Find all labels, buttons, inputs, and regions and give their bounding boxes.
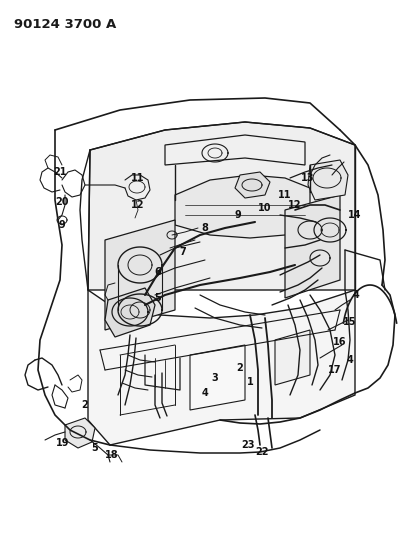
Text: 12: 12	[288, 200, 302, 210]
Text: 22: 22	[255, 447, 269, 457]
Text: 5: 5	[91, 443, 98, 453]
Text: 2: 2	[237, 363, 243, 373]
Text: 9: 9	[235, 210, 241, 220]
Text: 4: 4	[202, 388, 208, 398]
Text: 21: 21	[53, 167, 67, 177]
Polygon shape	[105, 220, 175, 330]
Text: 13: 13	[301, 173, 315, 183]
Text: 14: 14	[348, 210, 362, 220]
Polygon shape	[190, 345, 245, 410]
Text: 5: 5	[155, 293, 161, 303]
Text: 11: 11	[278, 190, 292, 200]
Polygon shape	[88, 290, 355, 445]
Text: 12: 12	[131, 200, 145, 210]
Text: 6: 6	[155, 267, 161, 277]
Text: 90124 3700 A: 90124 3700 A	[14, 18, 116, 31]
Text: 8: 8	[202, 223, 208, 233]
Text: 2: 2	[82, 400, 88, 410]
Polygon shape	[105, 288, 155, 337]
Polygon shape	[175, 175, 310, 238]
Text: 4: 4	[353, 290, 359, 300]
Text: 4: 4	[347, 355, 353, 365]
Polygon shape	[285, 195, 340, 298]
Text: 1: 1	[247, 377, 253, 387]
Polygon shape	[65, 418, 95, 448]
Text: 15: 15	[343, 317, 357, 327]
Text: 17: 17	[328, 365, 342, 375]
Text: 18: 18	[105, 450, 119, 460]
Text: 11: 11	[131, 173, 145, 183]
Text: 16: 16	[333, 337, 347, 347]
Polygon shape	[235, 172, 270, 198]
Polygon shape	[88, 122, 355, 290]
Text: 23: 23	[241, 440, 255, 450]
Text: 9: 9	[58, 220, 65, 230]
Text: 20: 20	[55, 197, 69, 207]
Polygon shape	[165, 135, 305, 165]
Text: 19: 19	[56, 438, 70, 448]
Polygon shape	[308, 160, 348, 200]
Text: 7: 7	[180, 247, 186, 257]
Text: 10: 10	[258, 203, 272, 213]
Polygon shape	[275, 330, 310, 385]
Text: 3: 3	[212, 373, 218, 383]
